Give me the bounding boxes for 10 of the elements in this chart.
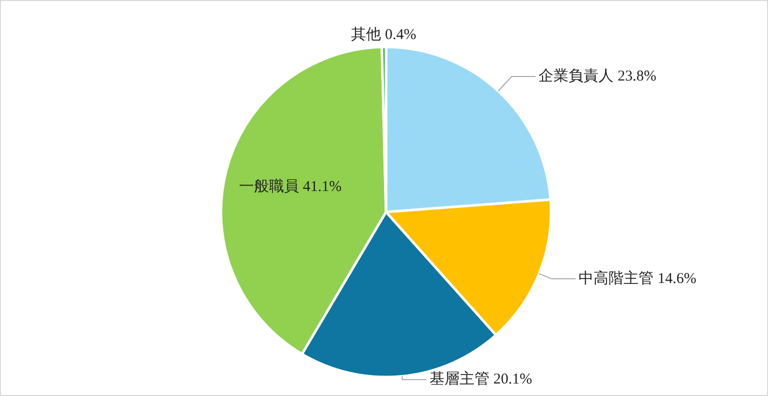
slice-label: 基層主管: [429, 370, 490, 388]
slice-label: 其他: [351, 26, 382, 43]
slice-label: 一般職員: [238, 178, 299, 196]
slice-label: 中高階主管: [578, 270, 654, 287]
data-label: 41.1%: [302, 179, 342, 196]
data-label: 23.8%: [618, 68, 656, 84]
data-label: 14.6%: [658, 270, 696, 287]
data-label: 20.1%: [493, 372, 532, 388]
data-label: 0.4%: [385, 27, 416, 43]
slice-label: 企業負責人: [538, 67, 614, 84]
